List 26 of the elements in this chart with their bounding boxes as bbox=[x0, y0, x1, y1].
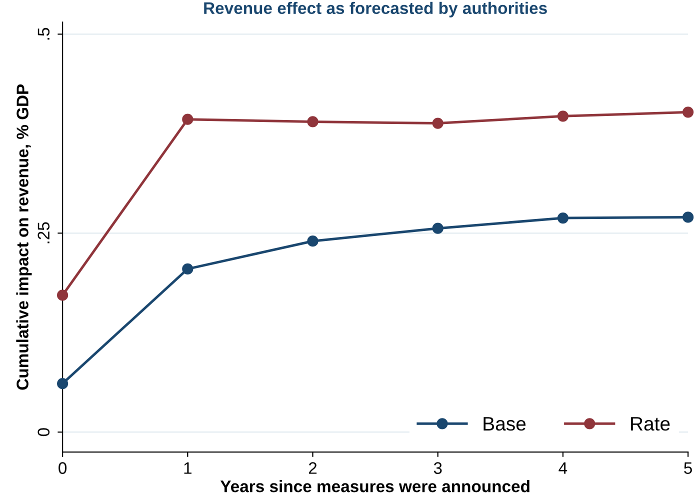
legend-label: Rate bbox=[631, 417, 670, 431]
point bbox=[307, 236, 318, 247]
x-tick-label: 3 bbox=[434, 462, 442, 474]
point bbox=[182, 114, 194, 125]
point bbox=[307, 116, 318, 128]
x-tick-label: 4 bbox=[558, 462, 568, 474]
point bbox=[432, 222, 444, 234]
x-axis-title: Years since measures were announced bbox=[220, 480, 530, 492]
y-tick-label: .5 bbox=[38, 28, 50, 40]
point bbox=[182, 263, 194, 275]
point bbox=[682, 212, 694, 223]
point bbox=[557, 110, 569, 122]
point bbox=[56, 378, 68, 390]
chart-title: Revenue effect as forecasted by authorities bbox=[204, 2, 547, 18]
point bbox=[432, 118, 444, 129]
x-tick-label: 1 bbox=[184, 462, 192, 474]
point bbox=[557, 212, 569, 224]
y-tick-label: .25 bbox=[38, 222, 50, 244]
point bbox=[56, 290, 68, 301]
x-tick-label: 5 bbox=[684, 462, 692, 474]
legend-label: Base bbox=[484, 417, 526, 431]
x-tick-label: 0 bbox=[58, 462, 67, 474]
y-tick-label: 0 bbox=[38, 428, 50, 436]
y-axis-title: Cumulative impact on revenue, % GDP bbox=[16, 84, 32, 390]
point bbox=[682, 106, 694, 118]
x-tick-label: 2 bbox=[308, 462, 317, 474]
